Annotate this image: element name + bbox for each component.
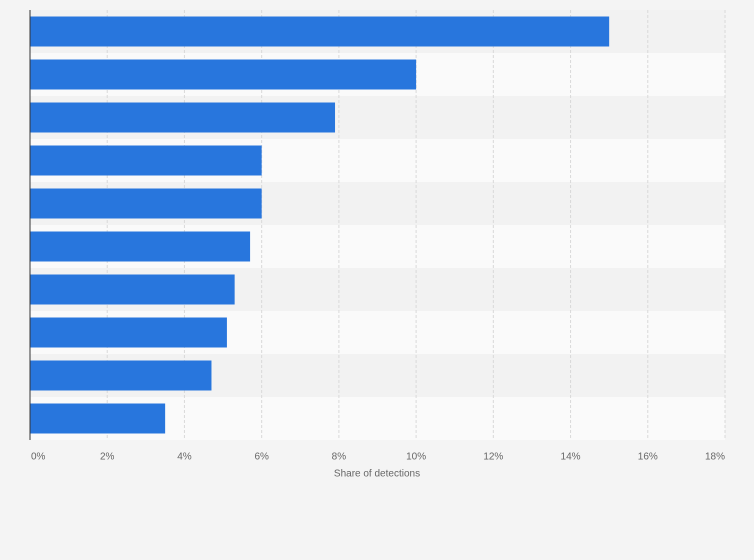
- bar: [30, 317, 227, 348]
- bar: [30, 231, 251, 262]
- x-tick-label: 12%: [483, 452, 503, 463]
- bar: [30, 360, 212, 391]
- bar: [30, 102, 336, 133]
- x-tick-label: 4%: [177, 452, 192, 463]
- bar: [30, 403, 166, 434]
- x-axis-title: Share of detections: [334, 469, 420, 480]
- x-tick-label: 10%: [406, 452, 426, 463]
- x-tick-label: 8%: [332, 452, 347, 463]
- x-tick-label: 6%: [254, 452, 269, 463]
- x-tick-label: 14%: [561, 452, 581, 463]
- bar: [30, 16, 610, 47]
- bar: [30, 59, 417, 90]
- x-tick-label: 18%: [705, 452, 725, 463]
- x-tick-label: 2%: [100, 452, 115, 463]
- bar: [30, 145, 262, 176]
- bar: [30, 188, 262, 219]
- bar: [30, 274, 235, 305]
- x-tick-label: 0%: [31, 452, 46, 463]
- x-tick-label: 16%: [638, 452, 658, 463]
